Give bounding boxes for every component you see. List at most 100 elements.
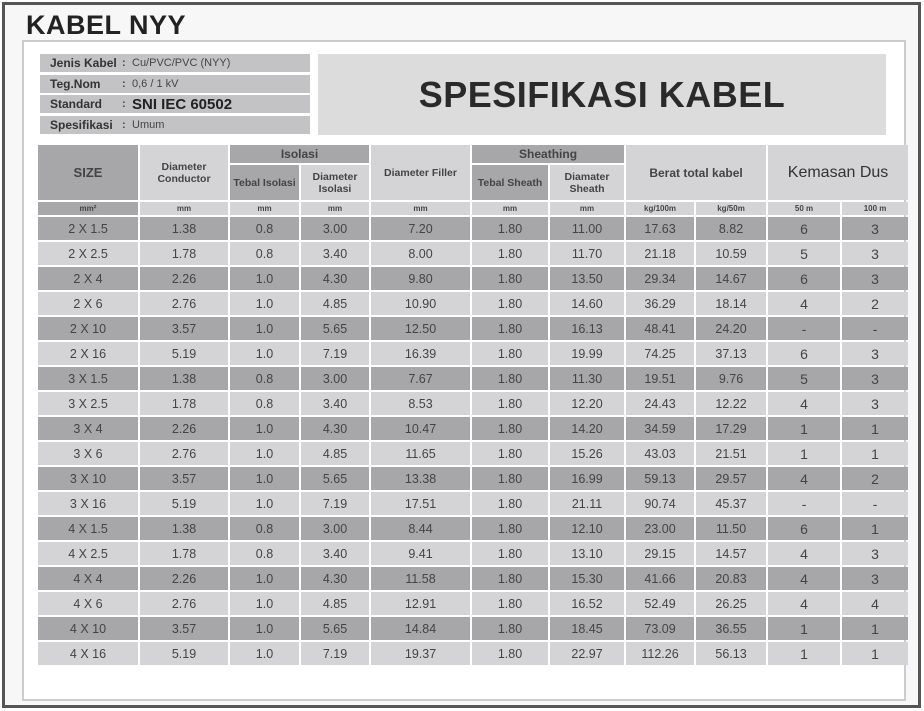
table-cell: 1.0 <box>230 342 299 365</box>
table-cell: - <box>768 317 841 340</box>
table-cell: 1.0 <box>230 442 299 465</box>
table-cell: 3 X 1.5 <box>38 367 138 390</box>
table-cell: 1.80 <box>472 467 549 490</box>
table-cell: 2.26 <box>140 417 228 440</box>
table-cell: 6 <box>768 217 841 240</box>
header-sheathing: Sheathing <box>472 145 625 163</box>
table-cell: 5.19 <box>140 342 228 365</box>
table-cell: 4 X 4 <box>38 567 138 590</box>
table-cell: 4 X 1.5 <box>38 517 138 540</box>
info-key: Jenis Kabel <box>50 56 117 70</box>
table-cell: 2.26 <box>140 267 228 290</box>
table-cell: 3 X 2.5 <box>38 392 138 415</box>
table-cell: 4.30 <box>301 567 370 590</box>
table-cell: 4 <box>768 392 841 415</box>
table-cell: 1.80 <box>472 542 549 565</box>
table-cell: 1 <box>842 442 909 465</box>
info-row: Jenis Kabel: Cu/PVC/PVC (NYY) <box>40 54 310 72</box>
table-cell: 1 <box>842 417 909 440</box>
table-cell: 1.80 <box>472 267 549 290</box>
table-cell: 52.49 <box>626 592 695 615</box>
table-cell: 10.47 <box>371 417 471 440</box>
table-cell: 13.38 <box>371 467 471 490</box>
header-isolasi: Isolasi <box>230 145 370 163</box>
table-cell: 16.39 <box>371 342 471 365</box>
info-panel: Jenis Kabel: Cu/PVC/PVC (NYY) Teg.Nom:0,6 … <box>40 54 310 136</box>
table-cell: 2 <box>842 292 909 315</box>
table-cell: 7.67 <box>371 367 471 390</box>
table-cell: 14.20 <box>550 417 625 440</box>
table-cell: 3 X 4 <box>38 417 138 440</box>
table-cell: 4 <box>768 467 841 490</box>
table-cell: 1.38 <box>140 367 228 390</box>
table-cell: 3 <box>842 342 909 365</box>
table-cell: 74.25 <box>626 342 695 365</box>
table-cell: 4 <box>768 592 841 615</box>
table-cell: 29.34 <box>626 267 695 290</box>
table-cell: 1.80 <box>472 592 549 615</box>
table-cell: 2.26 <box>140 567 228 590</box>
table-cell: 36.29 <box>626 292 695 315</box>
table-cell: 0.8 <box>230 242 299 265</box>
table-cell: 10.59 <box>696 242 767 265</box>
table-cell: 20.83 <box>696 567 767 590</box>
table-cell: 1 <box>768 617 841 640</box>
info-key: Standard <box>50 97 103 111</box>
table-row: 4 X 4 2.26 1.0 4.30 11.58 1.80 15.30 41.66 20.83… <box>38 567 909 590</box>
table-row: 3 X 10 3.57 1.0 5.65 13.38 1.80 16.99 59.13 29.5… <box>38 467 909 490</box>
table-cell: 1.0 <box>230 292 299 315</box>
table-cell: 1.80 <box>472 492 549 515</box>
table-row: 4 X 2.5 1.78 0.8 3.40 9.41 1.80 13.10 29.15 14.5… <box>38 542 909 565</box>
table-cell: 2 <box>842 467 909 490</box>
table-cell: 24.20 <box>696 317 767 340</box>
table-cell: 1.78 <box>140 542 228 565</box>
table-cell: 5 <box>768 367 841 390</box>
table-cell: 2 X 2.5 <box>38 242 138 265</box>
table-cell: 7.20 <box>371 217 471 240</box>
table-cell: 0.8 <box>230 392 299 415</box>
table-cell: 7.19 <box>301 642 370 665</box>
table-cell: 1.0 <box>230 492 299 515</box>
table-cell: 6 <box>768 342 841 365</box>
table-row: 4 X 16 5.19 1.0 7.19 19.37 1.80 22.97 112.26 56.… <box>38 642 909 665</box>
table-cell: 1 <box>842 617 909 640</box>
table-cell: 1.80 <box>472 642 549 665</box>
table-row: 3 X 4 2.26 1.0 4.30 10.47 1.80 14.20 34.59 17.29… <box>38 417 909 440</box>
info-key: Spesifikasi <box>50 117 113 132</box>
unit-cell: 50 m <box>768 202 841 215</box>
table-cell: 1.0 <box>230 317 299 340</box>
table-cell: 4.85 <box>301 442 370 465</box>
table-row: 4 X 6 2.76 1.0 4.85 12.91 1.80 16.52 52.49 26.25… <box>38 592 909 615</box>
table-cell: 73.09 <box>626 617 695 640</box>
table-cell: 3 X 16 <box>38 492 138 515</box>
table-cell: 26.25 <box>696 592 767 615</box>
table-cell: 4 <box>768 542 841 565</box>
table-cell: 3 <box>842 542 909 565</box>
info-row: Teg.Nom:0,6 / 1 kV <box>40 74 310 93</box>
table-cell: 21.51 <box>696 442 767 465</box>
table-cell: 3 <box>842 392 909 415</box>
table-cell: 6 <box>768 267 841 290</box>
table-row: 4 X 1.5 1.38 0.8 3.00 8.44 1.80 12.10 23.00 11.5… <box>38 517 909 540</box>
table-cell: 23.00 <box>626 517 695 540</box>
table-row: 3 X 1.5 1.38 0.8 3.00 7.67 1.80 11.30 19.51 9.76… <box>38 367 909 390</box>
header-diameter-sheath: Diamater Sheath <box>550 165 625 200</box>
table-row: 3 X 2.5 1.78 0.8 3.40 8.53 1.80 12.20 24.43 12.2… <box>38 392 909 415</box>
header-tebal-sheath: Tebal Sheath <box>472 165 549 200</box>
table-cell: 0.8 <box>230 217 299 240</box>
table-cell: 21.18 <box>626 242 695 265</box>
table-cell: 5.65 <box>301 467 370 490</box>
info-value: SNI IEC 60502 <box>132 95 233 113</box>
table-cell: 8.53 <box>371 392 471 415</box>
table-cell: 1.0 <box>230 567 299 590</box>
unit-cell: mm² <box>38 202 138 215</box>
table-row: 2 X 2.5 1.78 0.8 3.40 8.00 1.80 11.70 21.18 10.5… <box>38 242 909 265</box>
info-value: Cu/PVC/PVC (NYY) <box>132 57 231 69</box>
info-colon: : <box>122 77 126 90</box>
unit-cell: kg/100m <box>626 202 695 215</box>
table-row: 2 X 1.5 1.38 0.8 3.00 7.20 1.80 11.00 17.63 8.82… <box>38 217 909 240</box>
table-cell: 1.78 <box>140 392 228 415</box>
table-cell: 90.74 <box>626 492 695 515</box>
table-cell: 18.45 <box>550 617 625 640</box>
table-cell: 3 <box>842 217 909 240</box>
